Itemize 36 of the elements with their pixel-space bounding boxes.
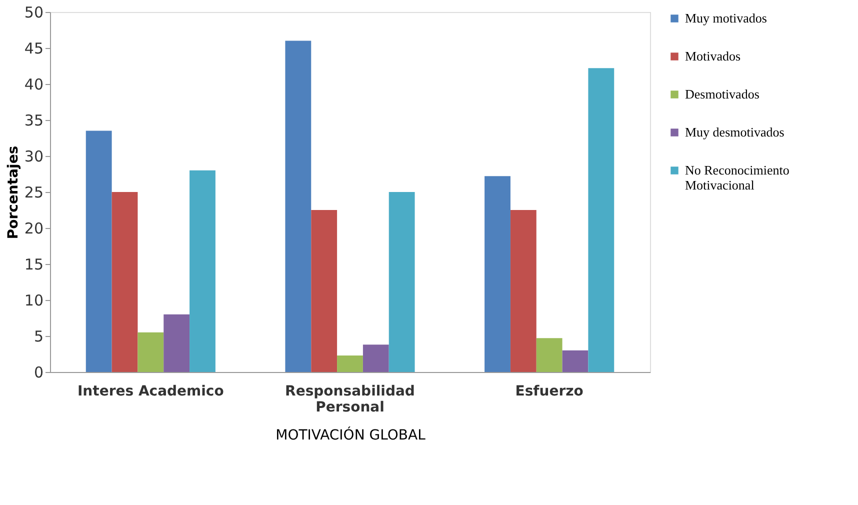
- bar: [562, 350, 588, 372]
- bar: [484, 176, 510, 372]
- x-tick-label: Responsabilidad Personal: [285, 384, 415, 416]
- bar: [510, 210, 536, 372]
- legend-label: Desmotivados: [685, 86, 760, 102]
- bar: [164, 314, 190, 372]
- x-tick-label: Interes Academico: [77, 384, 224, 400]
- y-tick-label: 35: [24, 112, 44, 130]
- y-tick-label: 30: [24, 148, 44, 166]
- legend-label: Muy desmotivados: [685, 124, 784, 140]
- bar: [311, 210, 338, 372]
- y-tick-label: 50: [24, 4, 44, 22]
- bar: [337, 355, 363, 372]
- y-tick-label: 40: [24, 76, 44, 94]
- bar: [388, 192, 415, 372]
- bar: [285, 40, 312, 372]
- y-tick-label: 0: [34, 364, 44, 382]
- y-axis-title: Porcentajes: [5, 146, 22, 240]
- legend-label: No Reconocimiento Motivacional: [685, 162, 790, 192]
- y-tick-label: 10: [24, 292, 44, 310]
- y-tick-label: 5: [34, 328, 44, 346]
- bar: [138, 332, 164, 372]
- bar: [536, 338, 562, 372]
- bar: [190, 170, 216, 372]
- x-tick-label: Esfuerzo: [515, 384, 584, 400]
- bar: [112, 192, 138, 372]
- bar: [362, 344, 389, 372]
- y-tick-label: 15: [24, 256, 44, 274]
- bar: [588, 68, 614, 372]
- x-axis-title: MOTIVACIÓN GLOBAL: [276, 426, 426, 444]
- legend-label: Muy motivados: [685, 10, 767, 26]
- bar: [86, 130, 112, 372]
- y-tick-label: 45: [24, 40, 44, 58]
- y-tick-label: 20: [24, 220, 44, 238]
- legend-label: Motivados: [685, 48, 741, 64]
- y-tick-label: 25: [24, 184, 44, 202]
